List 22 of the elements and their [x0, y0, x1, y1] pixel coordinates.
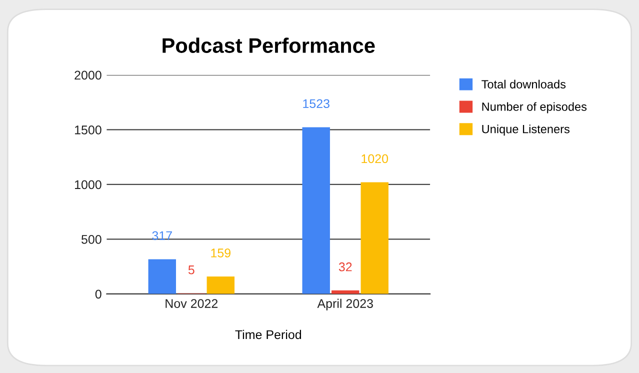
legend-label: Number of episodes [482, 102, 587, 114]
bar [206, 276, 235, 294]
x-tick-label: April 2023 [317, 298, 373, 310]
legend-label: Total downloads [482, 80, 566, 88]
y-tick-label: 2000 [74, 70, 102, 80]
data-label: 317 [152, 231, 172, 240]
data-label: 32 [338, 262, 352, 272]
data-label: 159 [211, 248, 230, 258]
data-label: 1020 [362, 154, 388, 164]
y-tick-label: 1500 [75, 126, 102, 134]
y-tick-label: 0 [95, 290, 102, 299]
data-label: 1523 [303, 99, 330, 108]
data-label: 5 [188, 266, 194, 274]
y-tick-label: 500 [82, 234, 102, 244]
bar [148, 259, 176, 294]
bar [360, 182, 388, 294]
x-tick-label: Nov 2022 [166, 299, 218, 308]
x-axis-title: Time Period [235, 330, 302, 340]
chart-title: Podcast Performance [162, 38, 375, 53]
legend-label: Unique Listeners [482, 124, 570, 136]
bar [302, 127, 330, 294]
y-tick-label: 1000 [75, 180, 102, 190]
